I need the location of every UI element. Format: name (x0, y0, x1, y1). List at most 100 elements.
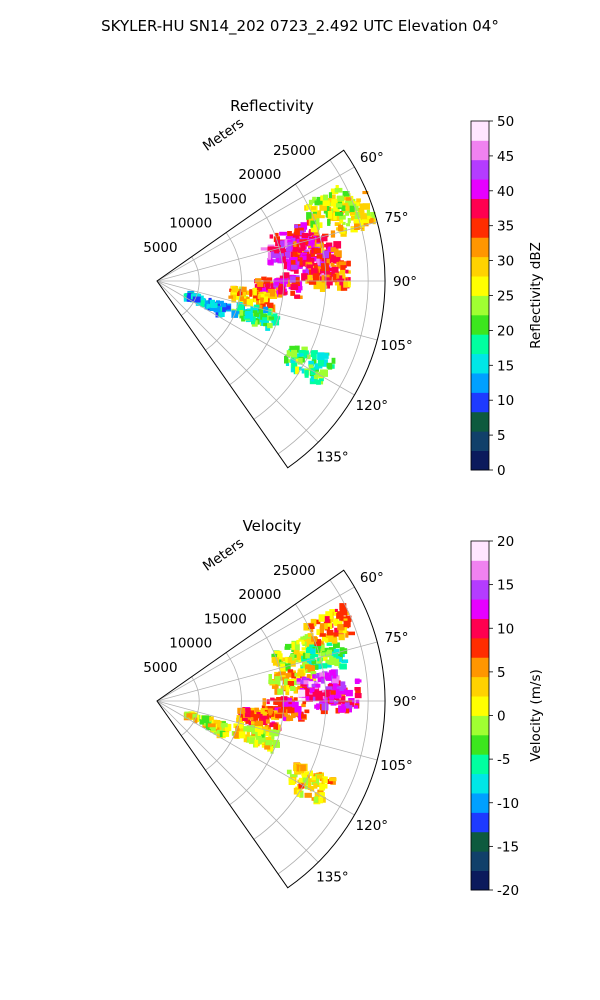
echo-pixel (335, 707, 340, 714)
echo-pixel (254, 726, 262, 732)
echo-pixel (209, 307, 217, 311)
echo-pixel (329, 777, 337, 782)
echo-pixel (334, 627, 340, 636)
radar-panel-reflectivity: Reflectivity 5000 10000 15000 20000 25000 Mete… (143, 97, 544, 479)
echo-pixel (192, 296, 201, 303)
echo-pixel (339, 607, 348, 616)
echo-pixel (336, 658, 341, 666)
echo-pixel (298, 638, 305, 642)
echo-pixel (309, 627, 314, 633)
echo-pixel (356, 198, 361, 203)
echo-pixel (325, 611, 333, 620)
echo-pixel (334, 250, 342, 258)
echo-pixel (286, 350, 290, 358)
echo-pixel (280, 249, 287, 256)
echo-pixel (321, 352, 329, 359)
colorbar-segment (471, 734, 489, 755)
echo-pixel (313, 239, 317, 247)
echo-pixel (318, 797, 324, 804)
colorbar-tick-label: 35 (497, 219, 514, 235)
azimuth-tick-label: 120° (356, 398, 389, 414)
echo-pixel (314, 792, 320, 798)
echo-pixel (262, 317, 268, 321)
echo-pixel (264, 705, 270, 710)
echo-pixel (323, 194, 329, 201)
echo-pixel (326, 362, 333, 369)
echo-pixel (294, 672, 298, 677)
colorbar-segment (471, 276, 489, 296)
echo-pixel (191, 293, 200, 299)
echo-pixel (321, 784, 328, 789)
echo-pixel (323, 277, 330, 281)
echo-pixel (267, 246, 273, 252)
echo-pixel (261, 318, 269, 326)
echo-pixel (330, 201, 339, 207)
colorbar-segment (471, 637, 489, 658)
echo-pixel (216, 306, 221, 313)
echo-pixel (288, 658, 296, 667)
echo-pixel (353, 205, 359, 212)
echo-pixel (272, 259, 276, 263)
echo-pixel (325, 282, 330, 289)
colorbar-segment (471, 715, 489, 736)
echo-pixel (330, 690, 336, 695)
echo-pixel (332, 275, 338, 283)
echo-pixel (339, 214, 346, 220)
range-tick-label: 5000 (143, 240, 177, 256)
colorbar-segment (471, 237, 489, 258)
echo-pixel (324, 616, 330, 623)
echo-pixel (370, 212, 376, 217)
echo-pixel (271, 653, 278, 658)
echo-pixel (330, 669, 336, 675)
echo-pixel (339, 663, 347, 670)
echo-pixel (312, 209, 317, 216)
range-axis-label: Meters (200, 115, 247, 155)
echo-pixel (309, 770, 313, 777)
echo-pixel (307, 274, 313, 282)
echo-pixel (267, 322, 273, 329)
echo-pixel (369, 217, 374, 224)
echo-pixel (298, 783, 305, 789)
azimuth-gridline (156, 280, 378, 341)
echo-pixel (285, 259, 291, 267)
echo-pixel (233, 723, 239, 729)
echo-pixel (254, 739, 259, 748)
echo-pixel (245, 707, 251, 714)
echo-pixel (308, 364, 314, 371)
echo-pixel (342, 702, 347, 706)
range-ring (253, 183, 327, 420)
echo-pixel (340, 268, 345, 275)
echo-pixel (270, 283, 275, 291)
echo-pixel (325, 242, 333, 250)
echo-pixel (264, 745, 271, 750)
echo-pixel (268, 674, 272, 681)
echo-pixel (338, 261, 347, 266)
echo-pixel (336, 261, 344, 269)
echo-pixel (325, 675, 333, 681)
echo-pixel (275, 729, 280, 733)
echo-pixel (290, 284, 299, 290)
echo-pixel (325, 659, 332, 665)
range-tick-label: 25000 (273, 563, 316, 579)
radar-panel-velocity: Velocity 5000 10000 15000 20000 25000 Meters 60… (143, 517, 544, 899)
echo-pixel (320, 676, 327, 680)
echo-pixel (314, 264, 318, 272)
echo-pixel (284, 252, 290, 259)
echo-pixel (261, 718, 268, 725)
azimuth-tick-label: 90° (393, 274, 417, 290)
colorbar-tick-label: 25 (497, 289, 514, 305)
echo-pixel (345, 211, 349, 216)
echo-pixel (273, 650, 282, 654)
echo-pixel (341, 200, 345, 204)
echo-pixel (224, 725, 231, 732)
echo-pixel (317, 677, 323, 683)
echo-pixel (211, 719, 218, 724)
echo-pixel (346, 260, 351, 267)
echo-pixel (314, 200, 322, 206)
echo-pixel (273, 741, 280, 748)
echo-pixel (335, 211, 343, 216)
colorbar-label: Velocity (m/s) (528, 669, 544, 762)
echo-pixel (233, 731, 239, 739)
echo-pixel (249, 289, 253, 297)
echo-pixel (306, 264, 313, 269)
